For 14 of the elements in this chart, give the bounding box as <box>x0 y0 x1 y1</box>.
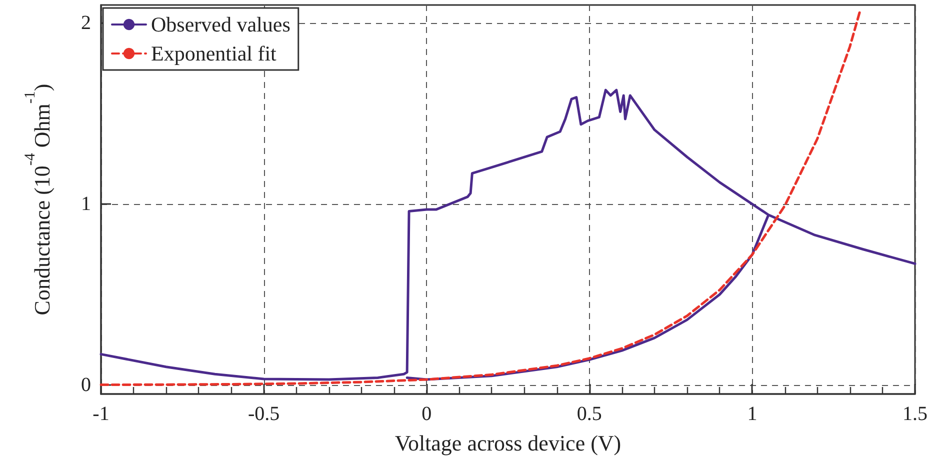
x-tick-label: -0.5 <box>248 403 280 425</box>
x-tick-label: 1.5 <box>902 403 928 425</box>
y-tick-label: 2 <box>81 12 91 34</box>
x-tick-label: 0 <box>422 403 432 425</box>
y-tick-label: 0 <box>81 374 91 396</box>
x-tick-label: 1 <box>747 403 758 425</box>
legend-label: Exponential fit <box>151 42 277 66</box>
legend-label: Observed values <box>151 12 290 36</box>
line-series <box>100 10 861 386</box>
x-tick-label: -1 <box>92 403 110 425</box>
x-tick-label: 0.5 <box>576 403 602 425</box>
x-axis-title: Voltage across device (V) <box>394 430 622 456</box>
y-axis-title: Conductance (10-4 Ohm-1) <box>22 84 54 316</box>
y-tick-label: 1 <box>81 193 91 216</box>
